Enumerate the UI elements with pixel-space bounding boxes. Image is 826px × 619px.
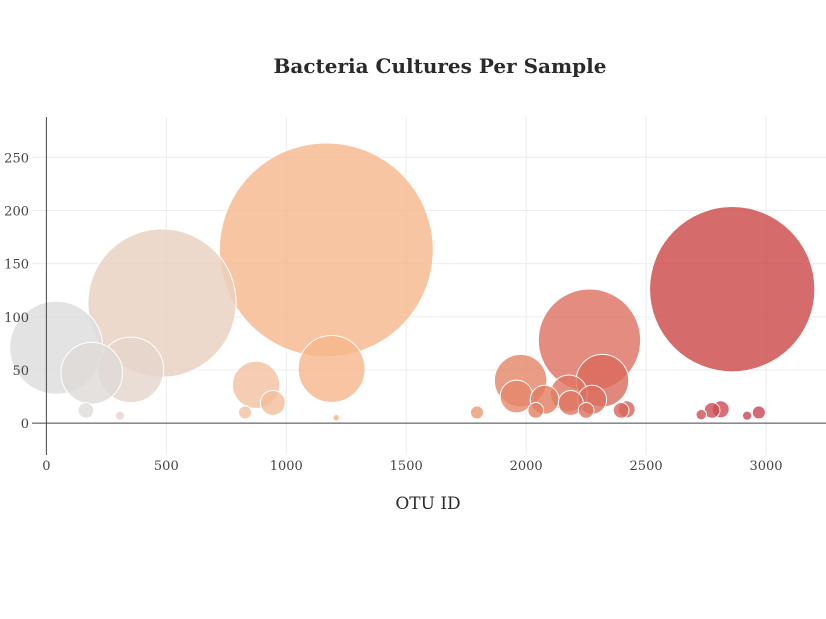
axis-layer xyxy=(32,117,826,455)
data-bubble xyxy=(577,401,595,419)
data-bubble xyxy=(237,405,253,420)
data-bubble xyxy=(259,389,286,416)
data-bubble xyxy=(60,341,124,405)
data-bubble xyxy=(612,401,630,419)
x-tick-label: 0 xyxy=(42,459,50,474)
x-tick-label: 2500 xyxy=(630,459,663,474)
data-bubble xyxy=(751,405,766,420)
y-tick-label: 0 xyxy=(21,417,29,432)
bubble-layer xyxy=(9,142,816,422)
x-tick-label: 1000 xyxy=(270,459,303,474)
data-bubble xyxy=(469,405,485,420)
x-tick-label: 3000 xyxy=(749,459,782,474)
tick-layer: 0 500 1000 1500 2000 2500 3000 0 50 100 150 200 250 xyxy=(4,151,782,474)
x-axis-title: OTU ID xyxy=(395,494,460,514)
x-tick-label: 2000 xyxy=(510,459,543,474)
y-tick-label: 150 xyxy=(4,258,29,273)
data-bubble xyxy=(77,401,95,419)
data-bubble xyxy=(741,410,753,421)
data-bubble xyxy=(332,414,340,422)
chart-title: Bacteria Cultures Per Sample xyxy=(274,54,607,78)
data-bubble xyxy=(649,206,816,373)
x-tick-label: 500 xyxy=(154,459,179,474)
y-tick-label: 200 xyxy=(4,205,29,220)
y-tick-label: 250 xyxy=(4,151,29,166)
y-tick-label: 50 xyxy=(12,364,29,379)
x-tick-label: 1500 xyxy=(390,459,423,474)
data-bubble xyxy=(114,410,126,421)
data-bubble xyxy=(218,142,434,358)
data-bubble xyxy=(527,401,545,419)
data-bubble xyxy=(695,408,708,421)
y-tick-label: 100 xyxy=(4,311,29,326)
data-bubble xyxy=(297,334,366,403)
